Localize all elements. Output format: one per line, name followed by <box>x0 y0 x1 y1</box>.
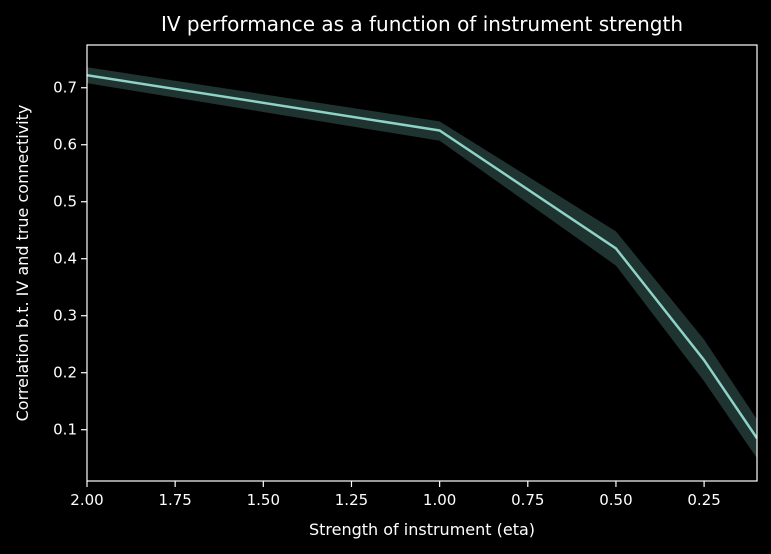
y-tick-label: 0.6 <box>53 136 77 154</box>
y-tick-label: 0.1 <box>53 421 77 439</box>
x-tick-label: 1.75 <box>158 491 191 509</box>
y-tick-label: 0.2 <box>53 364 77 382</box>
axes-frame <box>86 44 758 482</box>
y-tick-label: 0.3 <box>53 307 77 325</box>
x-tick-label: 1.25 <box>335 491 368 509</box>
x-tick-label: 0.75 <box>511 491 544 509</box>
y-axis-label: Correlation b.t. IV and true connectivit… <box>13 105 32 422</box>
y-tick-label: 0.4 <box>53 250 77 268</box>
x-axis-label: Strength of instrument (eta) <box>309 520 535 539</box>
x-tick-label: 0.25 <box>687 491 720 509</box>
x-tick-label: 1.50 <box>247 491 280 509</box>
x-tick-label: 1.00 <box>423 491 456 509</box>
chart-title: IV performance as a function of instrume… <box>161 12 683 36</box>
y-tick-label: 0.5 <box>53 193 77 211</box>
x-tick-label: 0.50 <box>599 491 632 509</box>
y-tick-label: 0.7 <box>53 79 77 97</box>
confidence-band <box>87 67 757 459</box>
x-axis: 2.00 1.75 1.50 1.25 1.00 0.75 0.50 0.25 <box>70 481 721 509</box>
x-tick-label: 2.00 <box>70 491 103 509</box>
y-axis: 0.1 0.2 0.3 0.4 0.5 0.6 0.7 <box>53 79 87 439</box>
